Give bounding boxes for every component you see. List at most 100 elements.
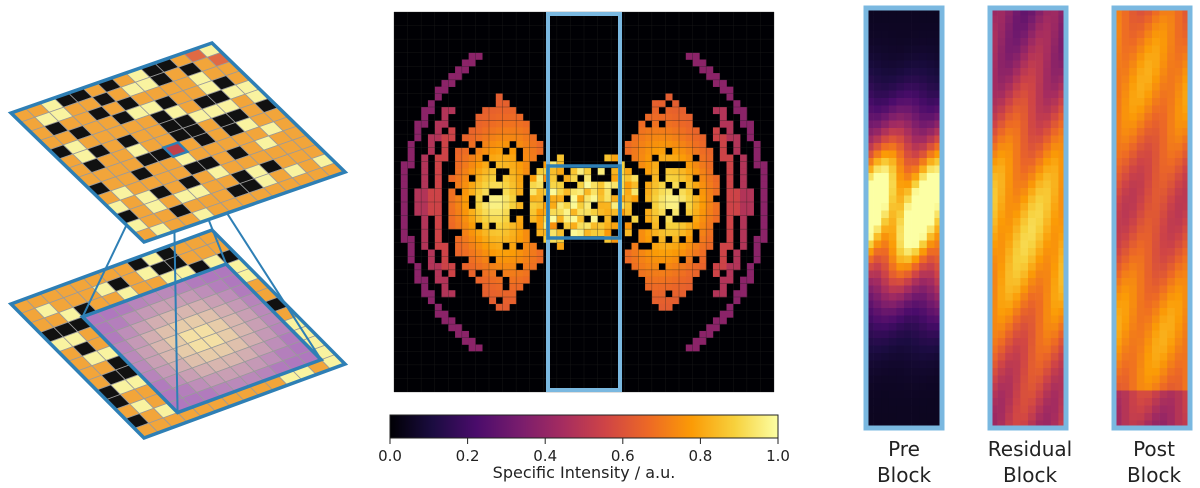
panel-pixel: [896, 188, 905, 196]
map-pixel: [597, 181, 605, 189]
panel-pixel: [990, 255, 998, 264]
panel-pixel: [1144, 338, 1153, 346]
map-pixel: [733, 147, 741, 155]
panel-pixel: [896, 143, 905, 151]
panel-pixel: [1012, 23, 1021, 31]
panel-pixel: [1167, 240, 1176, 249]
panel-pixel: [904, 278, 912, 286]
panel-pixel: [997, 375, 1006, 384]
panel-pixel: [934, 368, 943, 376]
map-pixel: [427, 100, 436, 108]
panel-pixel: [1182, 105, 1191, 114]
panel-pixel: [1159, 210, 1168, 219]
panel-pixel: [1020, 68, 1029, 76]
panel-pixel: [1020, 233, 1029, 241]
panel-pixel: [1043, 255, 1052, 264]
panel-pixel: [997, 105, 1006, 114]
map-pixel: [427, 147, 436, 155]
map-pixel: [685, 147, 693, 155]
map-pixel: [631, 147, 639, 155]
panel-pixel: [866, 323, 874, 331]
panel-pixel: [1182, 293, 1191, 301]
panel-pixel: [919, 323, 928, 331]
panel-pixel: [1182, 188, 1191, 196]
panel-pixel: [1174, 218, 1183, 226]
panel-pixel: [1114, 75, 1122, 84]
panel-pixel: [1121, 143, 1130, 151]
panel-pixel: [904, 225, 912, 234]
panel-pixel: [1136, 270, 1145, 279]
panel-pixel: [1136, 390, 1145, 399]
map-pixel: [495, 249, 503, 257]
panel-pixel: [1012, 15, 1021, 24]
panel-pixel: [888, 90, 897, 99]
panel-pixel: [1152, 293, 1160, 301]
panel-pixel: [934, 285, 943, 294]
panel-pixel: [1035, 128, 1044, 136]
map-pixel: [427, 263, 436, 271]
map-pixel: [753, 242, 761, 250]
panel-pixel: [1050, 83, 1059, 91]
panel-pixel: [1136, 375, 1145, 384]
map-pixel: [651, 249, 659, 257]
panel-pixel: [997, 323, 1006, 331]
panel-pixel: [888, 263, 897, 271]
map-pixel: [740, 208, 748, 216]
map-pixel: [468, 168, 476, 176]
map-pixel: [665, 215, 673, 223]
panel-pixel: [1144, 398, 1153, 406]
map-pixel: [441, 86, 449, 94]
panel-pixel: [1167, 255, 1176, 264]
panel-pixel: [1144, 263, 1153, 271]
panel-pixel: [866, 30, 874, 39]
map-pixel: [685, 113, 693, 121]
panel-pixel: [904, 53, 912, 61]
map-pixel: [482, 235, 490, 244]
panel-pixel: [1043, 420, 1052, 429]
panel-pixel: [1159, 225, 1168, 234]
map-pixel: [740, 168, 748, 176]
panel-pixel: [1136, 120, 1145, 129]
panel-pixel: [1035, 360, 1044, 369]
map-pixel: [489, 120, 497, 128]
panel-pixel: [911, 128, 920, 136]
map-pixel: [699, 161, 707, 169]
panel-pixel: [997, 315, 1006, 324]
panel-pixel: [934, 300, 943, 309]
panel-pixel: [1182, 360, 1191, 369]
panel-pixel: [1050, 233, 1059, 241]
panel-pixel: [1058, 45, 1067, 54]
panel-pixel: [881, 420, 890, 429]
map-pixel: [712, 324, 721, 332]
panel-pixel: [990, 413, 998, 421]
panel-pixel: [1136, 75, 1145, 84]
map-pixel: [475, 113, 483, 121]
panel-pixel: [1058, 278, 1067, 286]
panel-pixel: [866, 390, 874, 399]
map-pixel: [699, 147, 707, 155]
map-pixel: [414, 202, 422, 210]
panel-pixel: [866, 405, 874, 414]
map-pixel: [726, 127, 734, 135]
map-pixel: [692, 168, 700, 176]
panel-pixel: [1043, 173, 1052, 181]
panel-pixel: [911, 278, 920, 286]
panel-pixel: [1182, 173, 1191, 181]
panel-pixel: [1028, 338, 1036, 346]
map-pixel: [563, 208, 571, 216]
panel-pixel: [926, 128, 935, 136]
panel-pixel: [990, 173, 998, 181]
map-pixel: [482, 174, 490, 182]
map-pixel: [645, 147, 653, 155]
panel-pixel: [1058, 330, 1067, 339]
map-pixel: [509, 134, 517, 142]
panel-pixel: [888, 308, 897, 316]
map-pixel: [421, 276, 429, 284]
panel-pixel: [990, 308, 998, 316]
panel-pixel: [1121, 375, 1130, 384]
map-pixel: [665, 283, 673, 291]
panel-pixel: [888, 128, 897, 136]
panel-pixel: [896, 165, 905, 174]
panel-pixel: [1182, 233, 1191, 241]
panel-pixel: [911, 105, 920, 114]
